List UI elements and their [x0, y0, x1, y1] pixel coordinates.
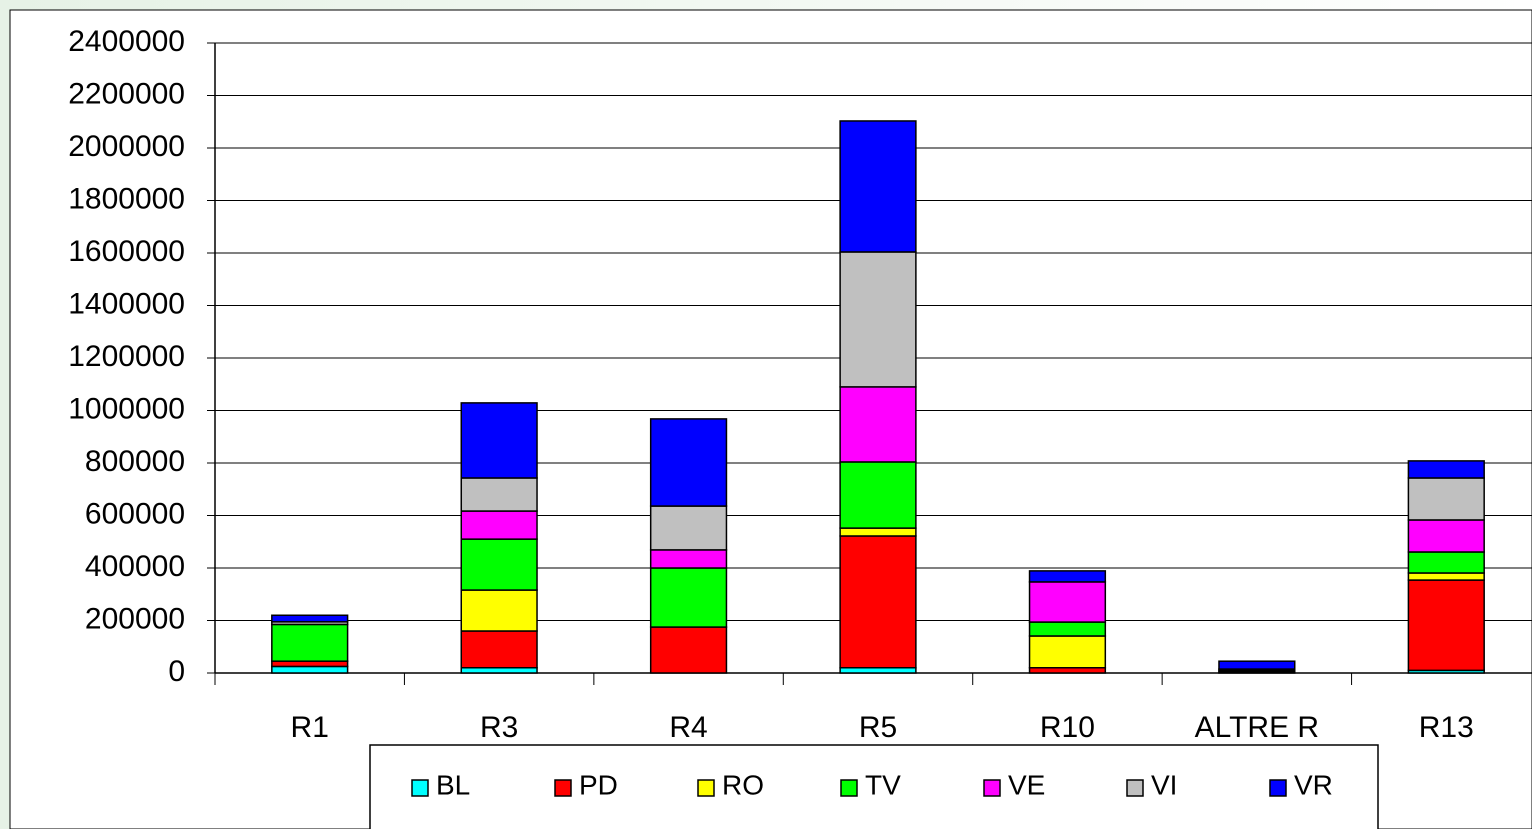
- x-tick-label: R1: [291, 711, 329, 744]
- bar-segment: [271, 660, 349, 668]
- bar-segment: [460, 630, 538, 669]
- bar-segment: [460, 667, 538, 674]
- bar-segment: [460, 510, 538, 540]
- bar-segment: [1407, 572, 1485, 581]
- bar-segment: [839, 535, 917, 669]
- legend-label: PD: [579, 769, 618, 800]
- bar-segment: [839, 386, 917, 463]
- bar-segment: [460, 589, 538, 632]
- bar-segment: [839, 461, 917, 529]
- bar-segment: [839, 251, 917, 388]
- x-tick-label: R13: [1419, 711, 1474, 744]
- legend-swatch: [411, 779, 429, 797]
- legend-label: VR: [1294, 769, 1333, 800]
- bar-segment: [1218, 660, 1296, 670]
- y-tick-label: 1400000: [68, 287, 185, 320]
- legend-swatch: [1269, 779, 1287, 797]
- bar-segment: [649, 626, 728, 674]
- bar-segment: [460, 402, 538, 479]
- bar-segment: [1028, 570, 1107, 583]
- bar-segment: [649, 418, 728, 507]
- bar-segment: [649, 549, 728, 569]
- y-tick-label: 200000: [85, 602, 185, 635]
- legend-label: RO: [722, 769, 764, 800]
- bar-segment: [1028, 667, 1107, 674]
- chart-area: [9, 9, 1532, 829]
- x-tick-label: ALTRE R: [1195, 711, 1319, 744]
- bar-segment: [839, 527, 917, 537]
- legend-swatch: [554, 779, 572, 797]
- bar-segment: [1028, 621, 1107, 637]
- legend-swatch: [983, 779, 1001, 797]
- y-tick-label: 1600000: [68, 235, 185, 268]
- bar-segment: [271, 665, 349, 674]
- y-tick-label: 800000: [85, 445, 185, 478]
- bar-segment: [1407, 477, 1485, 521]
- y-tick-label: 2000000: [68, 130, 185, 163]
- y-tick-label: 0: [168, 655, 185, 688]
- x-tick-label: R4: [669, 711, 707, 744]
- bar-segment: [1407, 551, 1485, 574]
- legend-label: TV: [865, 769, 901, 800]
- y-tick-label: 1200000: [68, 340, 185, 373]
- x-tick-label: R3: [480, 711, 518, 744]
- legend-label: VE: [1008, 769, 1045, 800]
- bar-segment: [1407, 519, 1485, 553]
- bar-segment: [839, 667, 917, 674]
- legend-swatch: [840, 779, 858, 797]
- y-tick-label: 600000: [85, 497, 185, 530]
- y-tick-label: 2400000: [68, 25, 185, 58]
- bar-segment: [460, 538, 538, 591]
- bar-segment: [271, 623, 349, 662]
- y-tick-label: 2200000: [68, 77, 185, 110]
- y-tick-label: 1800000: [68, 182, 185, 215]
- y-tick-label: 1000000: [68, 392, 185, 425]
- x-tick-label: R5: [859, 711, 897, 744]
- bar-segment: [460, 477, 538, 512]
- bar-segment: [1407, 460, 1485, 479]
- bar-segment: [1407, 579, 1485, 672]
- x-tick-label: R10: [1040, 711, 1095, 744]
- bar-segment: [271, 614, 349, 623]
- bar-segment: [1028, 635, 1107, 669]
- bar-segment: [1028, 581, 1107, 623]
- bar-segment: [649, 567, 728, 628]
- y-tick-label: 400000: [85, 550, 185, 583]
- legend-swatch: [697, 779, 715, 797]
- bar-segment: [839, 120, 917, 253]
- legend-label: VI: [1151, 769, 1177, 800]
- legend-box: [369, 744, 1379, 829]
- legend-swatch: [1126, 779, 1144, 797]
- bar-segment: [649, 505, 728, 551]
- legend-label: BL: [436, 769, 470, 800]
